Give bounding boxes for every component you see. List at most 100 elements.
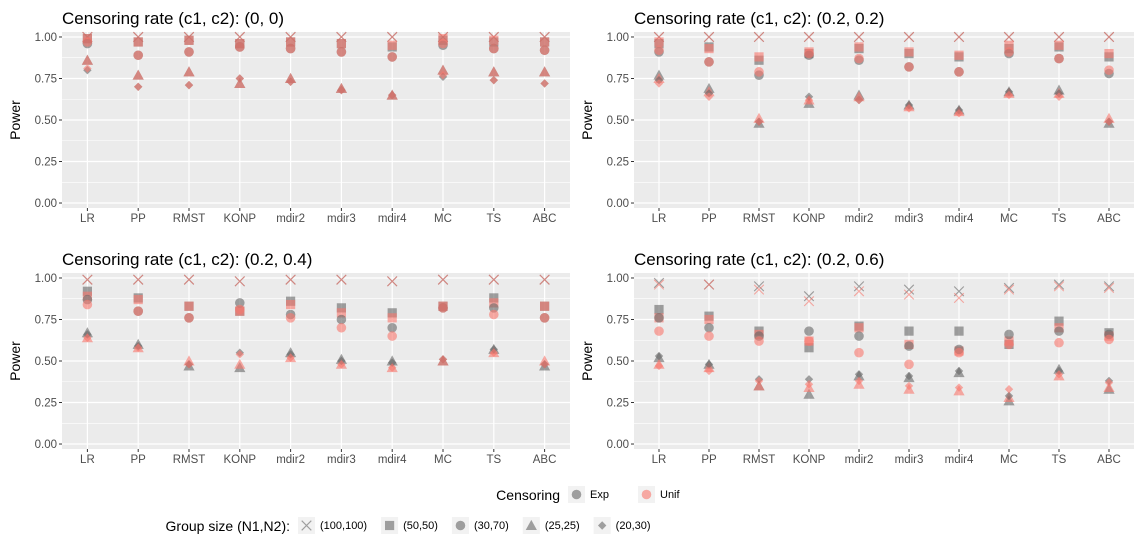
data-point-diamond xyxy=(1104,117,1114,126)
y-tick-label: 0.25 xyxy=(607,157,629,169)
data-point-diamond xyxy=(704,360,714,369)
data-point-triangle xyxy=(1103,381,1115,393)
data-point-diamond xyxy=(134,82,143,91)
data-point-square xyxy=(489,298,499,308)
legend-label: (50,50) xyxy=(403,520,438,532)
data-point-cross xyxy=(953,292,965,304)
data-point-circle xyxy=(954,67,964,77)
x-tick-label: mdir4 xyxy=(378,213,407,225)
data-point-diamond xyxy=(489,75,498,85)
panels: Censoring rate (c1, c2): (0, 0) 0.00 0.25 0… xyxy=(7,9,1134,466)
data-point-diamond xyxy=(1004,385,1014,394)
data-point-cross xyxy=(387,31,398,43)
y-axis-title: Power xyxy=(7,341,23,381)
data-point-circle xyxy=(804,336,814,346)
y-tick-label: 1.00 xyxy=(35,273,57,285)
data-point-diamond xyxy=(83,333,92,342)
data-point-circle xyxy=(235,42,245,52)
y-tick-label: 0.25 xyxy=(607,398,629,410)
x-tick-label: LR xyxy=(80,213,95,225)
data-point-diamond xyxy=(438,355,448,364)
data-point-diamond xyxy=(754,117,764,126)
x-tick-label: mdir2 xyxy=(845,454,874,466)
x-tick-label: PP xyxy=(701,213,717,225)
data-point-cross xyxy=(387,276,398,287)
data-point-square xyxy=(1104,48,1114,59)
data-point-square xyxy=(804,343,814,353)
x-tick-label: PP xyxy=(131,454,147,466)
x-tick-label: MC xyxy=(434,213,452,225)
data-point-cross xyxy=(903,284,915,295)
data-point-circle xyxy=(854,331,864,341)
data-point-square xyxy=(854,42,864,52)
x-tick-label: RMST xyxy=(173,213,206,225)
data-points xyxy=(653,31,1115,128)
data-point-diamond xyxy=(540,79,549,88)
data-point-cross xyxy=(1103,282,1115,294)
x-tick-label: TS xyxy=(486,213,501,225)
panel-title: Censoring rate (c1, c2): (0.2, 0.6) xyxy=(634,250,884,269)
legend-title: Group size (N1,N2): xyxy=(166,518,290,534)
data-point-square xyxy=(704,44,714,54)
x-tick-label: PP xyxy=(701,454,717,466)
data-point-cross xyxy=(803,291,815,302)
x-tick-label: RMST xyxy=(743,454,776,466)
data-point-cross xyxy=(437,274,449,285)
data-point-diamond xyxy=(286,77,295,87)
data-point-circle xyxy=(904,341,914,351)
data-point-cross xyxy=(1053,31,1065,43)
panel-title: Censoring rate (c1, c2): (0.2, 0.2) xyxy=(634,9,884,28)
y-tick-label: 0.75 xyxy=(35,73,57,85)
data-point-circle xyxy=(336,322,347,333)
x-tick-label: RMST xyxy=(743,213,776,225)
data-point-cross xyxy=(953,31,965,43)
data-point-circle xyxy=(1004,339,1014,350)
data-point-diamond xyxy=(904,381,914,391)
data-point-square xyxy=(954,326,964,336)
legend-key-circle-icon xyxy=(455,520,466,531)
data-point-diamond xyxy=(388,358,397,367)
data-point-triangle xyxy=(437,64,449,75)
data-point-triangle xyxy=(234,358,246,369)
x-tick-label: mdir4 xyxy=(945,454,974,466)
data-point-square xyxy=(336,39,346,49)
data-point-circle xyxy=(235,298,245,308)
data-point-circle xyxy=(654,326,664,336)
x-tick-label: ABC xyxy=(533,213,557,225)
data-point-circle xyxy=(489,303,499,313)
data-point-circle xyxy=(854,53,864,64)
y-axis-title: Power xyxy=(579,341,595,381)
data-point-diamond xyxy=(704,92,714,101)
x-tick-label: KONP xyxy=(224,213,257,225)
data-point-circle xyxy=(285,43,296,54)
x-tick-label: TS xyxy=(1052,213,1067,225)
data-point-circle xyxy=(387,331,398,341)
y-tick-label: 0.00 xyxy=(35,198,57,210)
x-tick-label: ABC xyxy=(1097,454,1121,466)
x-tick-label: KONP xyxy=(793,213,826,225)
data-point-square xyxy=(954,50,964,60)
data-point-square xyxy=(184,301,194,311)
data-point-diamond xyxy=(804,380,814,389)
x-tick-label: LR xyxy=(652,454,667,466)
data-point-circle xyxy=(489,43,499,54)
panel-3: Censoring rate (c1, c2): (0.2, 0.4) 0.00 0… xyxy=(7,250,570,466)
data-point-circle xyxy=(754,336,764,346)
data-point-cross xyxy=(753,281,765,292)
data-point-circle xyxy=(336,47,347,57)
y-tick-label: 0.75 xyxy=(607,314,629,326)
data-point-cross xyxy=(285,274,296,285)
data-point-circle xyxy=(184,313,194,323)
y-tick-label: 0.75 xyxy=(35,314,57,326)
data-point-diamond xyxy=(337,85,346,95)
data-point-triangle xyxy=(81,54,93,65)
data-point-circle xyxy=(1104,65,1114,75)
data-point-cross xyxy=(1003,282,1015,294)
data-point-circle xyxy=(1054,53,1064,64)
data-point-triangle xyxy=(753,380,765,391)
censoring-legend: Censoring Exp Unif xyxy=(496,486,681,503)
y-tick-label: 0.00 xyxy=(607,198,629,210)
legend-label: (100,100) xyxy=(320,520,367,532)
x-tick-label: mdir3 xyxy=(327,454,356,466)
